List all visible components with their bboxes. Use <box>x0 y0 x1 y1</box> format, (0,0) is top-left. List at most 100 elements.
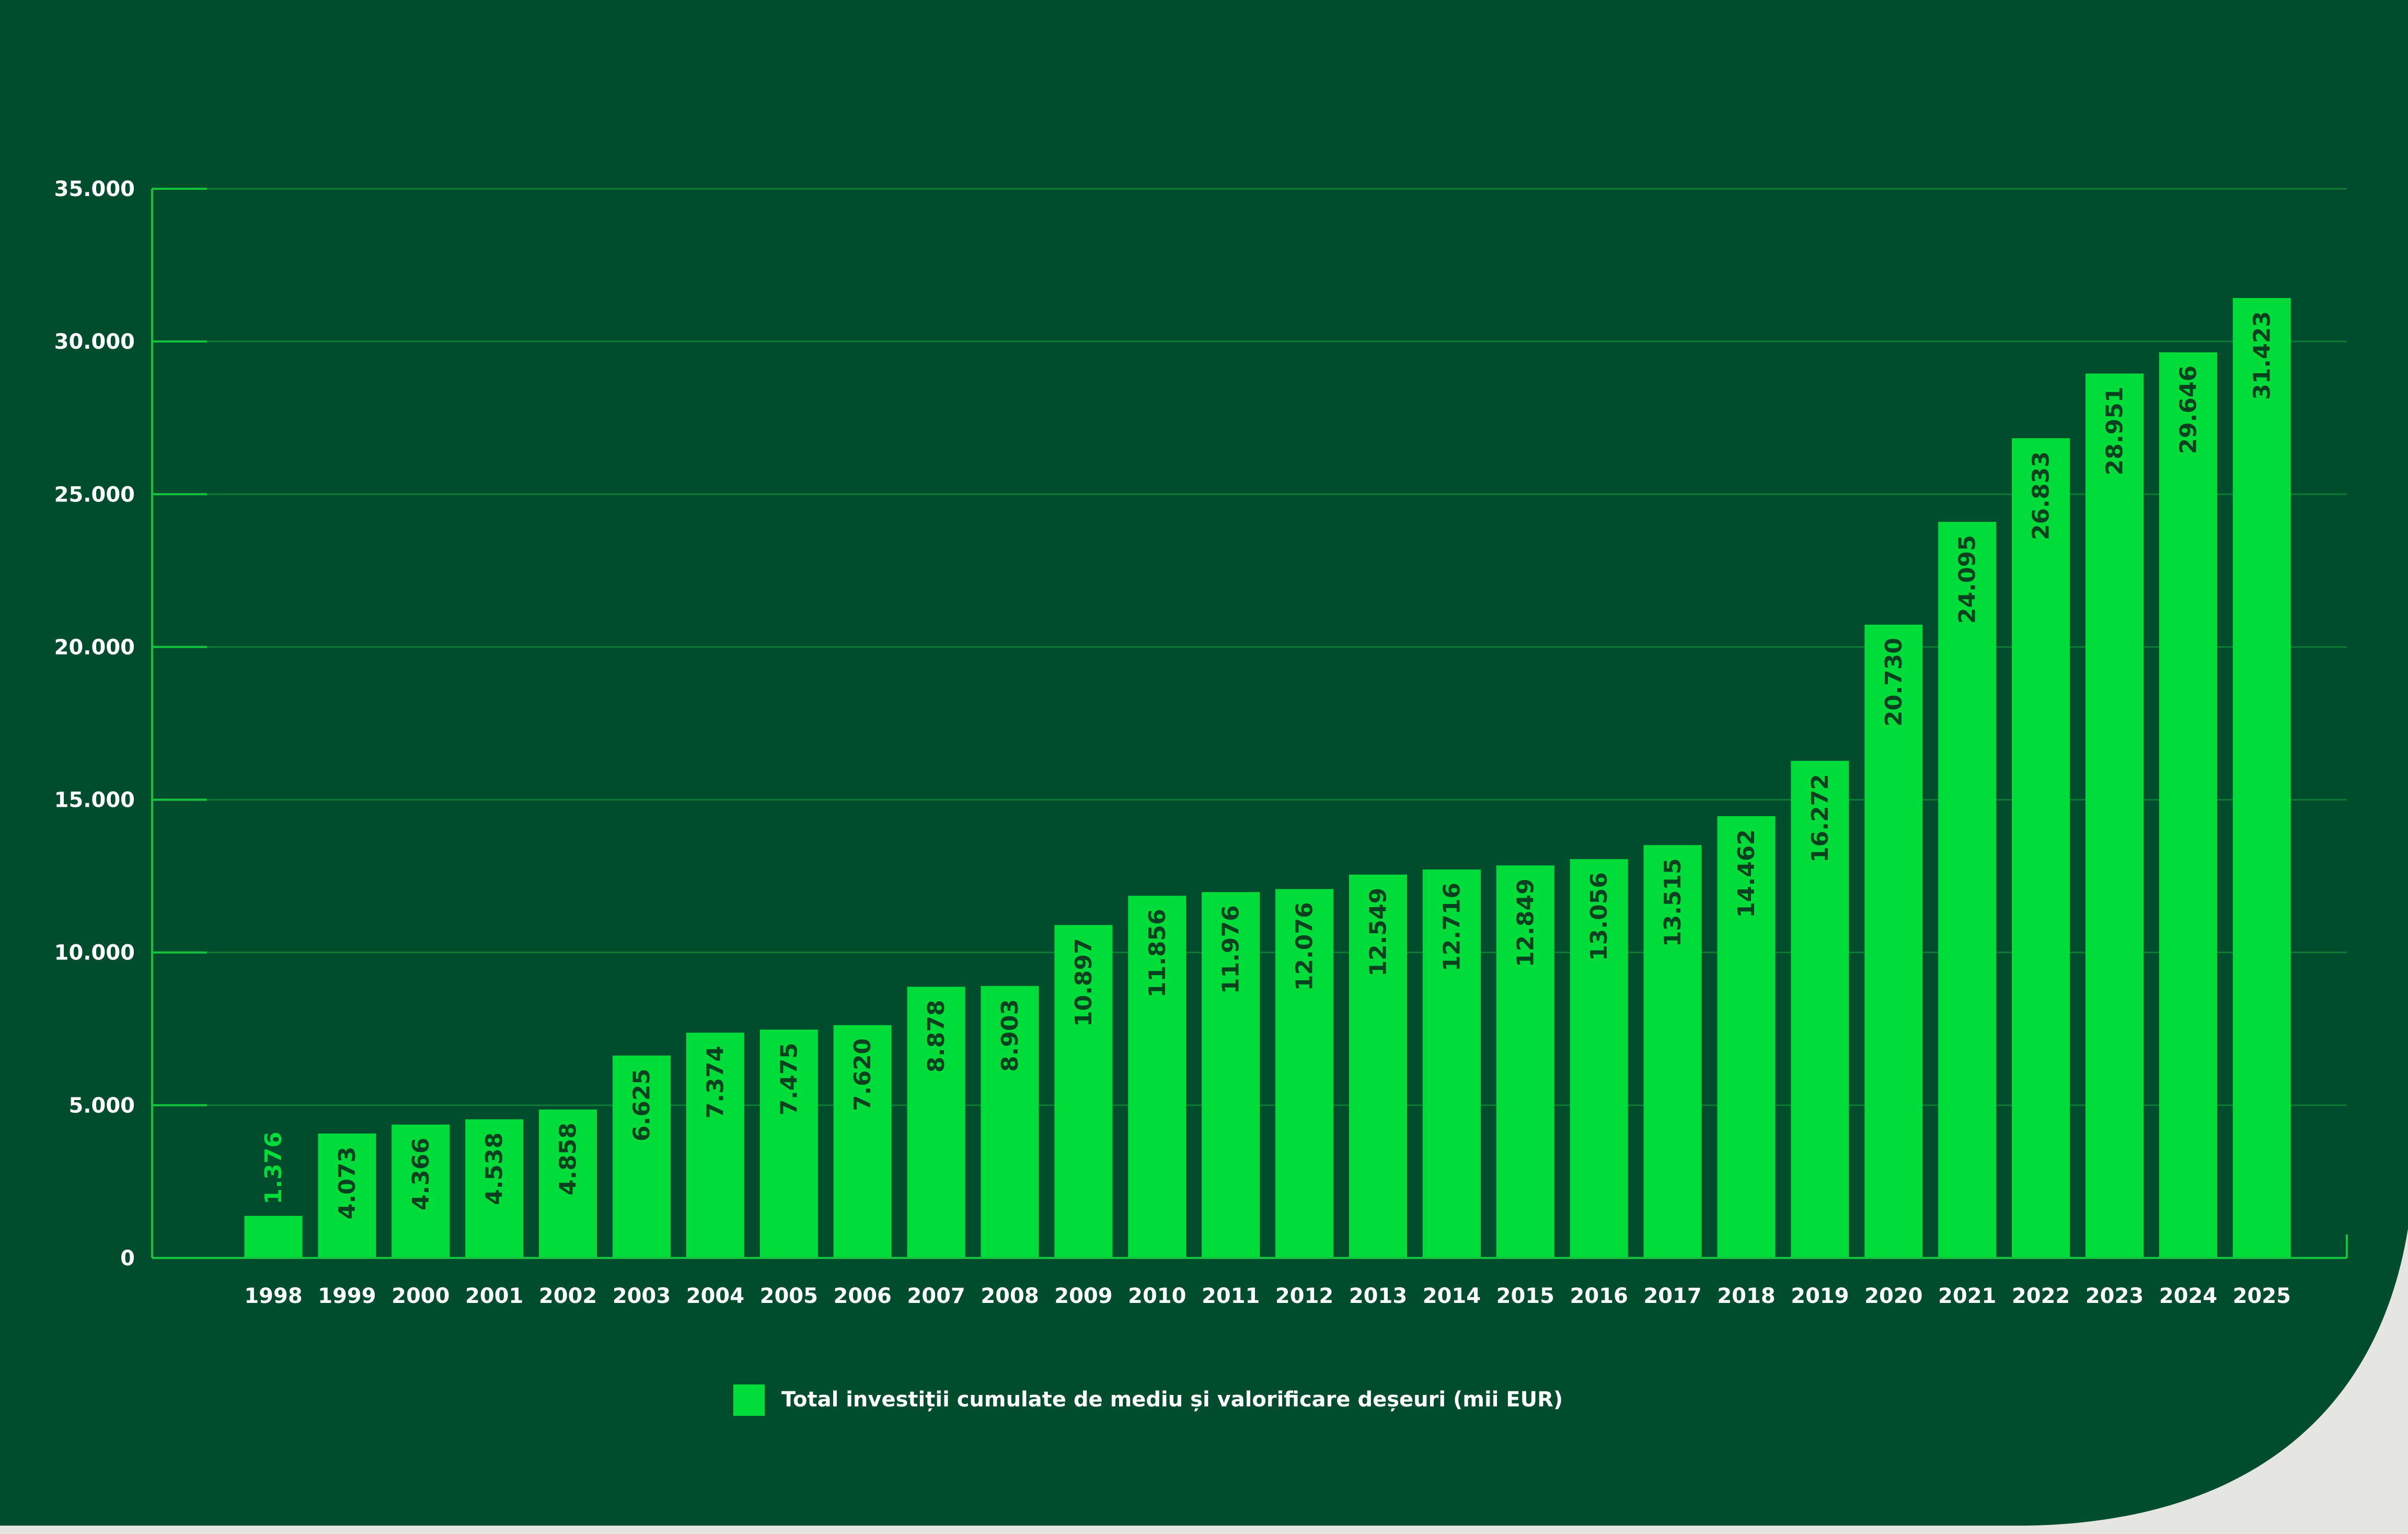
x-tick-label: 2014 <box>1423 1284 1481 1308</box>
bar-2007 <box>907 987 965 1258</box>
x-tick-label: 2005 <box>760 1284 818 1308</box>
y-tick-label: 15.000 <box>54 788 135 812</box>
bar-value-label: 12.076 <box>1292 902 1318 991</box>
bar-value-label: 31.423 <box>2249 311 2275 400</box>
bar-value-label: 7.475 <box>776 1043 802 1115</box>
bar-value-label: 4.073 <box>334 1147 361 1219</box>
bar-value-label: 24.095 <box>1954 535 1981 624</box>
bar-value-labels: 1.376 4.073 4.366 4.538 4.858 6.625 7.374 7.475… <box>260 311 2275 1219</box>
x-tick-label: 1998 <box>244 1284 302 1308</box>
bar-value-label: 12.716 <box>1438 883 1465 971</box>
bar-value-label: 13.515 <box>1660 858 1686 947</box>
y-tick-label: 20.000 <box>54 635 135 659</box>
bar-value-label: 29.646 <box>2175 365 2202 454</box>
bar-2024 <box>2159 352 2217 1258</box>
bar-2003 <box>613 1055 671 1258</box>
bar-value-label: 13.056 <box>1586 872 1612 961</box>
x-axis-tick-labels: 1998 1999 2000 2001 2002 2003 2004 2005 2006 2007… <box>244 1284 2291 1308</box>
x-tick-label: 2015 <box>1496 1284 1554 1308</box>
bar-1998 <box>244 1216 303 1258</box>
bar-value-label: 4.366 <box>408 1138 434 1210</box>
x-tick-label: 2020 <box>1864 1284 1922 1308</box>
bar-value-label: 6.625 <box>629 1069 655 1141</box>
bar-2006 <box>833 1025 892 1258</box>
bar-2017 <box>1643 845 1702 1258</box>
x-tick-label: 2016 <box>1570 1284 1628 1308</box>
bar-value-label: 4.538 <box>481 1132 508 1205</box>
bar-1999 <box>318 1134 376 1258</box>
bar-value-label: 11.856 <box>1144 909 1171 998</box>
x-tick-label: 2017 <box>1643 1284 1701 1308</box>
legend: Total investiții cumulate de mediu și va… <box>733 1384 1563 1416</box>
x-tick-label: 2022 <box>2012 1284 2070 1308</box>
bar-value-label: 1.376 <box>260 1131 287 1204</box>
bar-2002 <box>539 1109 597 1258</box>
bar-2010 <box>1128 896 1186 1258</box>
bar-2025 <box>2232 297 2291 1258</box>
bar-value-label: 10.897 <box>1070 938 1097 1027</box>
y-tick-label: 35.000 <box>54 177 135 201</box>
bar-2023 <box>2086 373 2144 1258</box>
bar-value-label: 26.833 <box>2028 451 2055 540</box>
bar-2013 <box>1349 874 1407 1258</box>
bar-2000 <box>391 1124 450 1258</box>
x-tick-label: 2002 <box>539 1284 597 1308</box>
x-tick-label: 2021 <box>1938 1284 1996 1308</box>
bar-value-label: 8.878 <box>923 1000 950 1072</box>
bar-2018 <box>1717 816 1776 1258</box>
x-tick-label: 2023 <box>2086 1284 2144 1308</box>
x-tick-label: 2008 <box>981 1284 1039 1308</box>
bar-2009 <box>1054 925 1113 1258</box>
y-tick-label: 25.000 <box>54 483 135 507</box>
bar-value-label: 4.858 <box>555 1123 582 1195</box>
legend-swatch <box>733 1384 765 1416</box>
bar-value-label: 7.620 <box>849 1038 876 1111</box>
y-tick-label: 5.000 <box>68 1094 135 1118</box>
bar-value-label: 20.730 <box>1881 638 1907 727</box>
bar-2014 <box>1422 869 1481 1258</box>
bar-value-label: 14.462 <box>1733 829 1760 918</box>
bar-2022 <box>2012 438 2070 1258</box>
y-axis-tick-labels: 0 5.000 10.000 15.000 20.000 25.000 30.000 35.0… <box>54 177 135 1270</box>
bar-2005 <box>759 1029 818 1258</box>
x-tick-label: 2013 <box>1349 1284 1407 1308</box>
y-tick-label: 30.000 <box>54 330 135 354</box>
bar-value-label: 11.976 <box>1218 905 1245 994</box>
x-tick-label: 2010 <box>1128 1284 1186 1308</box>
bar-2004 <box>686 1033 744 1258</box>
x-tick-label: 2025 <box>2233 1284 2291 1308</box>
bar-2016 <box>1570 859 1628 1258</box>
bar-2015 <box>1496 865 1554 1258</box>
x-tick-label: 2001 <box>465 1284 523 1308</box>
y-tick-label: 0 <box>120 1246 135 1270</box>
x-tick-label: 2024 <box>2159 1284 2217 1308</box>
bar-2012 <box>1275 889 1334 1258</box>
bar-value-label: 16.272 <box>1807 774 1834 863</box>
bar-value-label: 7.374 <box>702 1046 729 1118</box>
bar-2008 <box>981 986 1039 1258</box>
x-tick-label: 2006 <box>834 1284 892 1308</box>
bar-2020 <box>1864 624 1923 1258</box>
x-tick-label: 2011 <box>1202 1284 1260 1308</box>
bar-2021 <box>1938 522 1997 1258</box>
x-tick-label: 1999 <box>318 1284 376 1308</box>
x-tick-label: 2007 <box>907 1284 965 1308</box>
bar-2019 <box>1791 761 1849 1258</box>
x-tick-label: 2018 <box>1717 1284 1775 1308</box>
bars <box>244 297 2291 1258</box>
axes <box>151 188 2348 1259</box>
x-tick-label: 2000 <box>391 1284 450 1308</box>
x-tick-label: 2009 <box>1054 1284 1112 1308</box>
bar-2001 <box>465 1119 524 1258</box>
bar-value-label: 8.903 <box>997 999 1023 1072</box>
x-tick-label: 2019 <box>1791 1284 1849 1308</box>
x-tick-label: 2003 <box>613 1284 671 1308</box>
bar-value-label: 12.549 <box>1365 888 1392 977</box>
bar-2011 <box>1202 892 1260 1258</box>
legend-label: Total investiții cumulate de mediu și va… <box>781 1388 1563 1412</box>
bar-value-label: 28.951 <box>2102 386 2128 475</box>
bar-value-label: 12.849 <box>1512 878 1539 967</box>
y-tick-label: 10.000 <box>54 941 135 965</box>
